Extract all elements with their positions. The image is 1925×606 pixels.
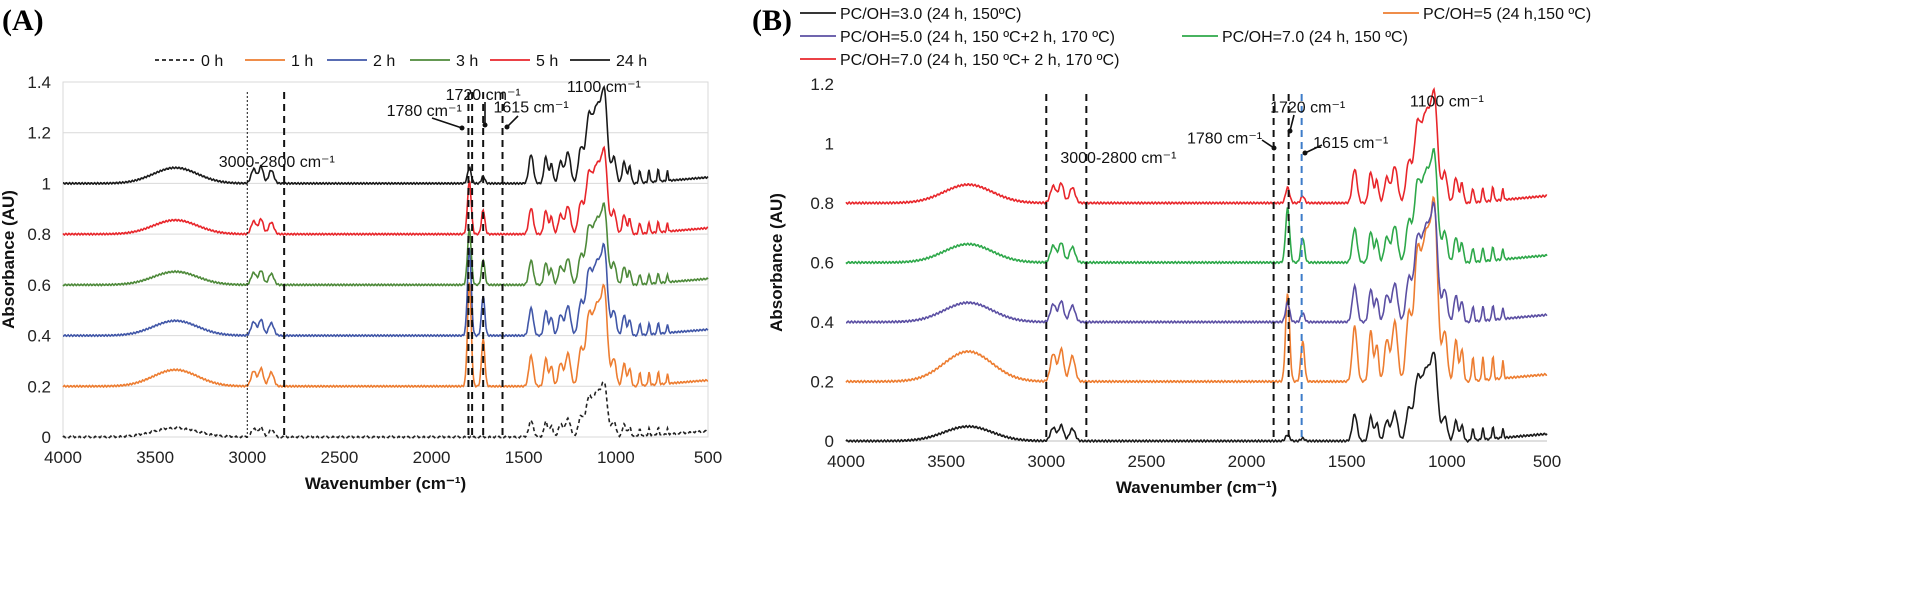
arrow-head xyxy=(459,125,465,131)
legend-label: PC/OH=5 (24 h,150 ºC) xyxy=(1423,6,1591,23)
y-tick-label: 0 xyxy=(42,428,51,447)
series-line-0 xyxy=(845,351,1548,444)
legend-label: 5 h xyxy=(536,53,558,70)
peak-annotation: 1720 cm⁻¹ xyxy=(446,87,521,104)
y-tick-label: 0.2 xyxy=(27,377,51,396)
arrow-head xyxy=(1287,128,1293,134)
legend-label: PC/OH=5.0 (24 h, 150 ºC+2 h, 170 ºC) xyxy=(840,29,1115,46)
arrow-head xyxy=(1302,150,1308,156)
legend-label: PC/OH=3.0 (24 h, 150ºC) xyxy=(840,6,1021,23)
y-tick-label: 1 xyxy=(42,174,51,193)
y-tick-label: 1.2 xyxy=(27,124,51,143)
series-line-2 xyxy=(63,242,709,338)
arrow-line xyxy=(1289,114,1295,132)
annotation-arrows-a xyxy=(431,102,519,131)
y-tick-label: 0.6 xyxy=(27,276,51,295)
legend-label: 24 h xyxy=(616,53,647,70)
x-tick-label: 3000 xyxy=(1027,452,1065,471)
x-tick-label: 3000 xyxy=(228,448,266,467)
y-tick-label: 1 xyxy=(825,135,834,154)
arrow-head xyxy=(504,124,510,130)
arrow-line xyxy=(431,117,463,129)
y-tick-label: 0 xyxy=(825,432,834,451)
y-tick-label: 0.4 xyxy=(27,327,51,346)
arrow-head xyxy=(1271,145,1277,151)
series-line-3 xyxy=(62,202,709,287)
x-tick-label: 4000 xyxy=(827,452,865,471)
peak-annotation: 3000-2800 cm⁻¹ xyxy=(1060,150,1176,167)
plot-frame xyxy=(62,81,709,438)
x-tick-label: 4000 xyxy=(44,448,82,467)
x-tick-label: 500 xyxy=(694,448,722,467)
panel-label: (B) xyxy=(752,4,792,37)
y-axis-label: Absorbance (AU) xyxy=(767,193,786,332)
x-tick-label: 3500 xyxy=(136,448,174,467)
y-tick-label: 0.4 xyxy=(810,313,834,332)
x-tick-label: 500 xyxy=(1533,452,1561,471)
x-axis-label: Wavenumber (cm⁻¹) xyxy=(305,474,466,493)
x-tick-label: 3500 xyxy=(927,452,965,471)
series-line-4 xyxy=(62,145,709,237)
y-tick-label: 1.2 xyxy=(810,75,834,94)
peak-annotation: 1615 cm⁻¹ xyxy=(1313,135,1388,152)
legend-label: PC/OH=7.0 (24 h, 150 ºC+ 2 h, 170 ºC) xyxy=(840,52,1119,69)
peak-annotation: 1780 cm⁻¹ xyxy=(1187,131,1262,148)
series-line-0 xyxy=(62,381,709,439)
legend-label: 2 h xyxy=(373,53,395,70)
peak-annotation: 1720 cm⁻¹ xyxy=(1270,99,1345,116)
peak-annotation: 1615 cm⁻¹ xyxy=(494,99,569,116)
chart-panel-b: (B) 0 0.2 0.4 0.6 0.8 1 1.2 4000 3500 3000 2500 2000… xyxy=(752,4,1561,497)
annotation-arrows-b xyxy=(1261,114,1323,156)
series-line-1 xyxy=(62,282,709,389)
arrow-line xyxy=(506,115,519,128)
x-tick-label: 1000 xyxy=(597,448,635,467)
peak-annotation: 1780 cm⁻¹ xyxy=(387,103,462,120)
y-axis-label: Absorbance (AU) xyxy=(0,190,18,329)
legend-label: 1 h xyxy=(291,53,313,70)
series-line-5 xyxy=(62,84,709,186)
y-tick-label: 0.8 xyxy=(810,194,834,213)
y-tick-label: 0.2 xyxy=(810,373,834,392)
arrow-line xyxy=(1304,144,1323,154)
x-tick-label: 1000 xyxy=(1428,452,1466,471)
series-line-4 xyxy=(845,86,1548,206)
x-tick-label: 2500 xyxy=(1128,452,1166,471)
peak-annotation: 1100 cm⁻¹ xyxy=(1410,93,1484,110)
legend-label: 3 h xyxy=(456,53,478,70)
legend-label: 0 h xyxy=(201,53,223,70)
series-line-3 xyxy=(845,147,1548,265)
chart-panel-a: (A) 0 0.2 0.4 0.6 0.8 1 1.2 1.4 4000 3500 3000 2500 2… xyxy=(0,4,722,493)
series-line-2 xyxy=(846,200,1548,325)
x-axis-label: Wavenumber (cm⁻¹) xyxy=(1116,478,1277,497)
y-tick-label: 0.8 xyxy=(27,225,51,244)
panel-label: (A) xyxy=(2,4,44,37)
peak-annotation: 3000-2800 cm⁻¹ xyxy=(219,154,335,171)
x-tick-label: 1500 xyxy=(1328,452,1366,471)
x-tick-label: 2000 xyxy=(1228,452,1266,471)
series-line-1 xyxy=(845,195,1548,384)
legend-a: 0 h 1 h 2 h 3 h 5 h 24 h xyxy=(155,53,647,70)
y-tick-label: 1.4 xyxy=(27,73,51,92)
x-tick-label: 2500 xyxy=(321,448,359,467)
x-tick-label: 1500 xyxy=(505,448,543,467)
legend-label: PC/OH=7.0 (24 h, 150 ºC) xyxy=(1222,29,1408,46)
y-tick-label: 0.6 xyxy=(810,254,834,273)
x-tick-label: 2000 xyxy=(413,448,451,467)
legend-b: PC/OH=3.0 (24 h, 150ºC) PC/OH=5 (24 h,150… xyxy=(800,6,1591,69)
arrow-head xyxy=(482,122,488,128)
peak-annotation: 1100 cm⁻¹ xyxy=(567,79,641,96)
